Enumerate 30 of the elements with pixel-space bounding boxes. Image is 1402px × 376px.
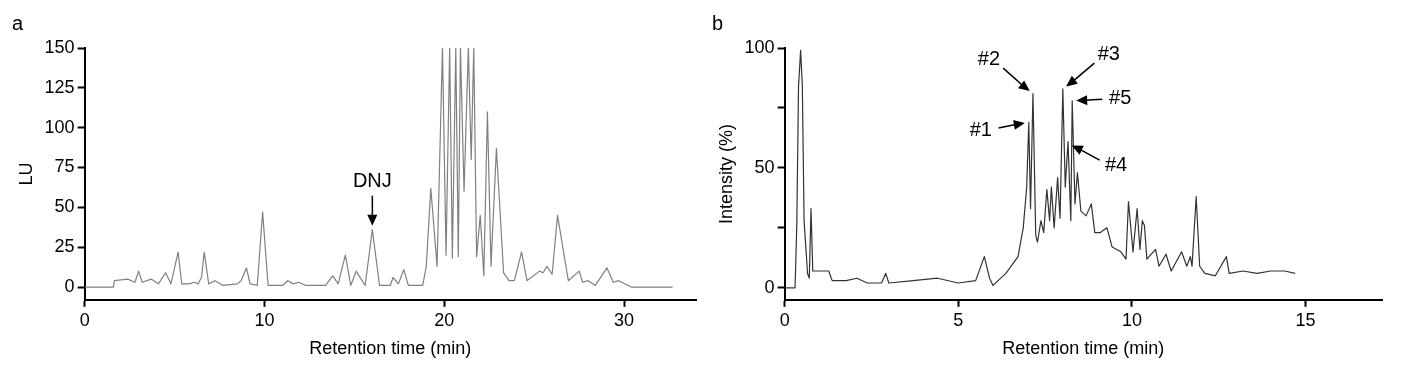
annotation: #4: [1104, 153, 1128, 176]
y-axis-title: LU: [15, 162, 36, 186]
x-tick-label: 15: [1295, 309, 1316, 330]
y-tick-label: 0: [764, 276, 775, 297]
y-tick-label: 50: [754, 156, 775, 177]
annotation: #2: [977, 47, 1001, 70]
x-tick-label: 10: [254, 309, 275, 330]
chart-title: a: [12, 12, 24, 34]
y-tick-label: 150: [44, 36, 75, 57]
chart-title: b: [712, 12, 724, 34]
y-tick-label: 25: [54, 236, 75, 257]
x-tick-label: 20: [434, 309, 455, 330]
annotation: #1: [969, 117, 992, 140]
y-tick-label: 0: [64, 276, 75, 297]
x-axis-title: Retention time (min): [309, 338, 472, 359]
annotation: #3: [1097, 42, 1120, 65]
x-tick-label: 0: [79, 309, 90, 330]
y-tick-label: 125: [44, 76, 75, 97]
y-tick-label: 50: [54, 196, 75, 217]
x-axis-title: Retention time (min): [1002, 338, 1165, 359]
y-tick-label: 100: [44, 116, 75, 137]
x-tick-label: 10: [1121, 309, 1142, 330]
x-tick-label: 0: [779, 309, 790, 330]
y-tick-label: 75: [54, 156, 75, 177]
y-tick-label: 100: [744, 36, 775, 57]
y-axis-title: Intensity (%): [715, 123, 736, 224]
annotation: #5: [1109, 86, 1132, 109]
x-tick-label: 5: [953, 309, 964, 330]
x-tick-label: 30: [614, 309, 635, 330]
annotation: DNJ: [352, 169, 392, 192]
